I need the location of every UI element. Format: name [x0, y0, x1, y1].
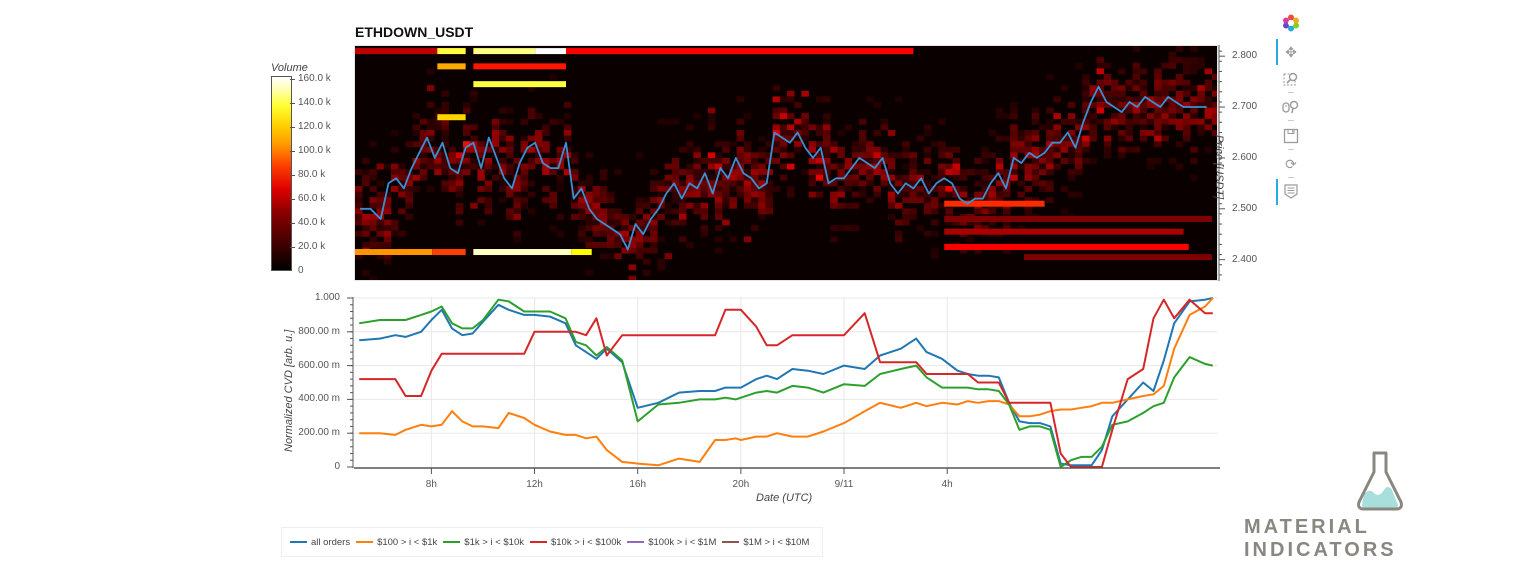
- chart-toolbar: ✥ ⟳: [1276, 12, 1306, 212]
- hover-active-indicator: [1276, 179, 1278, 205]
- colorbar-tick-label: 0: [298, 265, 304, 276]
- reset-tool-icon[interactable]: ⟳: [1285, 155, 1297, 172]
- volume-colorbar: [271, 76, 292, 271]
- brand-logo: MATERIAL INDICATORS: [1240, 450, 1530, 561]
- colorbar-title: Volume: [271, 62, 308, 74]
- colorbar-tick-label: 40.0 k: [298, 217, 326, 228]
- toolbar-divider: [1288, 177, 1294, 178]
- cvd-canvas[interactable]: [354, 297, 1218, 468]
- x-axis-label: Date (UTC): [756, 492, 813, 504]
- pan-tool-icon[interactable]: ✥: [1285, 43, 1297, 60]
- toolbar-divider: [1288, 120, 1294, 121]
- legend-swatch: [290, 541, 307, 543]
- cvd-tick-label: 1.000: [314, 292, 340, 303]
- colorbar-tick-label: 140.0 k: [298, 97, 331, 108]
- legend-label: $1k > i < $10k: [464, 536, 524, 548]
- colorbar-tick-label: 80.0 k: [298, 169, 326, 180]
- cvd-tick-label: 400.00 m: [298, 393, 340, 405]
- brand-name: MATERIAL INDICATORS: [1244, 516, 1397, 561]
- toolbar-divider: [1288, 149, 1294, 150]
- legend-swatch: [443, 541, 461, 543]
- colorbar-tick-mark: [290, 151, 295, 152]
- legend-label: $100k > i < $1M: [648, 536, 717, 548]
- legend-label: $1M > i < $10M: [743, 536, 810, 548]
- colorbar-tick-mark: [290, 247, 295, 248]
- orderbook-heatmap[interactable]: [354, 45, 1220, 282]
- colorbar-tick-label: 120.0 k: [298, 121, 331, 132]
- legend-label: $10k > i < $100k: [550, 536, 622, 548]
- legend-swatch: [356, 541, 374, 543]
- price-tick-label: 2.700: [1232, 101, 1258, 113]
- box-zoom-tool-icon[interactable]: [1282, 70, 1300, 88]
- legend-swatch: [722, 541, 740, 543]
- price-tick-label: 2.800: [1232, 50, 1258, 62]
- colorbar-tick-mark: [290, 199, 295, 200]
- price-tick-label: 2.600: [1232, 151, 1258, 163]
- legend-item-100-1k[interactable]: $100 > i < $1k: [356, 537, 437, 548]
- price-tick-label: 2.400: [1232, 253, 1258, 265]
- legend-swatch: [529, 541, 547, 543]
- colorbar-tick-mark: [290, 79, 295, 80]
- colorbar-tick-label: 100.0 k: [298, 145, 331, 156]
- heatmap-canvas[interactable]: [355, 46, 1220, 282]
- x-tick-label: 12h: [526, 479, 543, 490]
- cvd-line-chart[interactable]: [354, 297, 1218, 468]
- bokeh-logo-icon[interactable]: [1282, 14, 1300, 32]
- chart-legend: all orders $100 > i < $1k $1k > i < $10k…: [281, 527, 823, 557]
- x-tick-label: 9/11: [834, 479, 854, 490]
- wheel-zoom-tool-icon[interactable]: [1282, 98, 1300, 116]
- chart-title: ETHDOWN_USDT: [355, 24, 474, 40]
- cvd-tick-label: 200.00 m: [298, 427, 340, 439]
- legend-item-1k-10k[interactable]: $1k > i < $10k: [443, 537, 524, 548]
- x-tick-label: 8h: [425, 479, 437, 490]
- x-axis: [354, 467, 1220, 474]
- colorbar-tick-mark: [290, 127, 295, 128]
- toolbar-divider: [1288, 92, 1294, 93]
- price-tick-label: 2.500: [1232, 202, 1258, 214]
- x-tick-label: 20h: [732, 479, 750, 490]
- cvd-tick-label: 800.00 m: [298, 325, 340, 337]
- x-tick-label: 16h: [629, 479, 647, 490]
- colorbar-tick-label: 160.0 k: [298, 73, 331, 84]
- save-tool-icon[interactable]: [1282, 127, 1300, 145]
- pan-active-indicator: [1276, 39, 1278, 65]
- price-axis: [1218, 45, 1225, 281]
- flask-icon: [1357, 451, 1403, 511]
- colorbar-tick-mark: [290, 223, 295, 224]
- legend-swatch: [627, 541, 645, 543]
- colorbar-tick-label: 20.0 k: [298, 241, 326, 252]
- x-tick-label: 4h: [941, 479, 953, 490]
- legend-item-10k-100k[interactable]: $10k > i < $100k: [529, 536, 622, 548]
- price-axis-label: Price [USDT]: [1213, 135, 1225, 200]
- legend-item-100k-1m[interactable]: $100k > i < $1M: [627, 537, 716, 548]
- legend-item-1m-10m[interactable]: $1M > i < $10M: [722, 537, 809, 548]
- colorbar-tick-mark: [290, 103, 295, 104]
- colorbar-tick-label: 60.0 k: [298, 193, 326, 204]
- cvd-tick-label: 0: [334, 461, 340, 472]
- cvd-y-axis: [347, 297, 354, 468]
- legend-label: all orders: [311, 536, 351, 548]
- colorbar-tick-mark: [290, 175, 295, 176]
- legend-item-all-orders[interactable]: all orders: [290, 537, 350, 548]
- cvd-axis-label: Normalized CVD [arb. u.]: [283, 329, 295, 452]
- cvd-tick-label: 600.00 m: [298, 359, 340, 371]
- legend-label: $100 > i < $1k: [377, 536, 438, 548]
- hover-tool-icon[interactable]: [1282, 183, 1300, 201]
